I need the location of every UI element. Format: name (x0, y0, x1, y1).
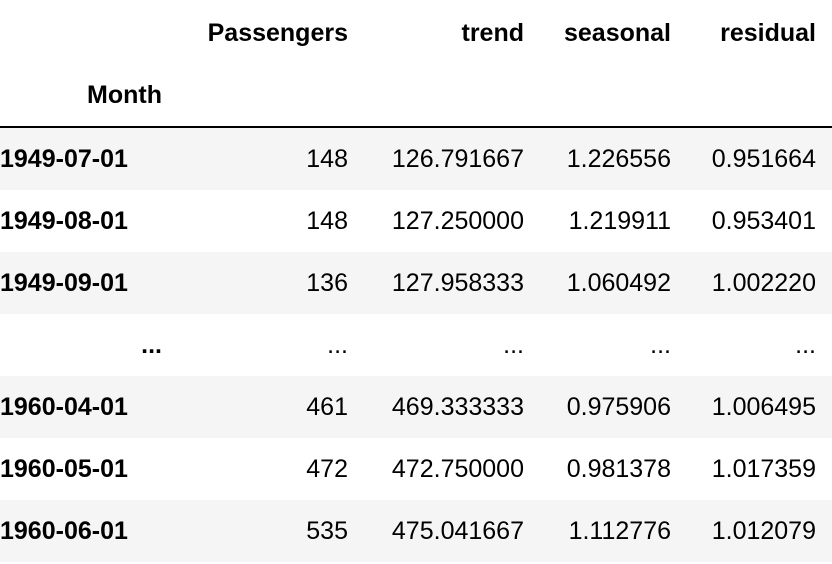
row-index: 1949-08-01 (0, 207, 128, 235)
column-header-trend: trend (461, 19, 525, 47)
cell-seasonal: 1.112776 (568, 517, 671, 545)
cell-residual: 0.951664 (711, 145, 816, 173)
cell-passengers: ... (327, 331, 348, 359)
cell-trend: 469.333333 (391, 393, 524, 421)
row-index: 1960-06-01 (0, 517, 128, 545)
cell-seasonal: 1.219911 (568, 207, 671, 235)
cell-seasonal: 0.981378 (566, 455, 671, 483)
column-header-seasonal: seasonal (563, 19, 671, 47)
row-index: ... (141, 331, 162, 359)
table-row: 1960-06-01 535 475.041667 1.112776 1.012… (0, 500, 832, 562)
cell-residual: 0.953401 (711, 207, 816, 235)
cell-passengers: 472 (306, 455, 348, 483)
header-divider (0, 126, 832, 128)
table-row-ellipsis: ... ... ... ... ... (0, 314, 832, 376)
cell-passengers: 136 (306, 269, 348, 297)
cell-trend: 127.958333 (391, 269, 524, 297)
column-header-passengers: Passengers (207, 19, 348, 47)
table-row: 1960-04-01 461 469.333333 0.975906 1.006… (0, 376, 832, 438)
row-index: 1960-05-01 (0, 455, 128, 483)
cell-trend: 126.791667 (391, 145, 524, 173)
cell-residual: 1.002220 (711, 269, 816, 297)
cell-passengers: 148 (306, 207, 348, 235)
table-row: 1949-09-01 136 127.958333 1.060492 1.002… (0, 252, 832, 314)
table-row: 1949-08-01 148 127.250000 1.219911 0.953… (0, 190, 832, 252)
header-row-index: Month (0, 64, 832, 126)
cell-trend: 472.750000 (391, 455, 524, 483)
column-header-residual: residual (720, 19, 816, 47)
cell-seasonal: ... (650, 331, 671, 359)
cell-passengers: 148 (306, 145, 348, 173)
cell-residual: 1.006495 (711, 393, 816, 421)
table-row: 1960-05-01 472 472.750000 0.981378 1.017… (0, 438, 832, 500)
cell-residual: 1.017359 (711, 455, 816, 483)
cell-seasonal: 0.975906 (566, 393, 671, 421)
cell-seasonal: 1.060492 (566, 269, 671, 297)
cell-trend: 127.250000 (391, 207, 524, 235)
row-index: 1949-09-01 (0, 269, 128, 297)
index-header-month: Month (87, 81, 162, 109)
row-index: 1949-07-01 (0, 145, 128, 173)
table-row: 1949-07-01 148 126.791667 1.226556 0.951… (0, 128, 832, 190)
cell-trend: ... (503, 331, 524, 359)
header-row-columns: Passengers trend seasonal residual (0, 2, 832, 64)
cell-residual: ... (795, 331, 816, 359)
cell-passengers: 535 (306, 517, 348, 545)
row-index: 1960-04-01 (0, 393, 128, 421)
cell-passengers: 461 (306, 393, 348, 421)
cell-residual: 1.012079 (711, 517, 816, 545)
cell-trend: 475.041667 (391, 517, 524, 545)
cell-seasonal: 1.226556 (566, 145, 671, 173)
